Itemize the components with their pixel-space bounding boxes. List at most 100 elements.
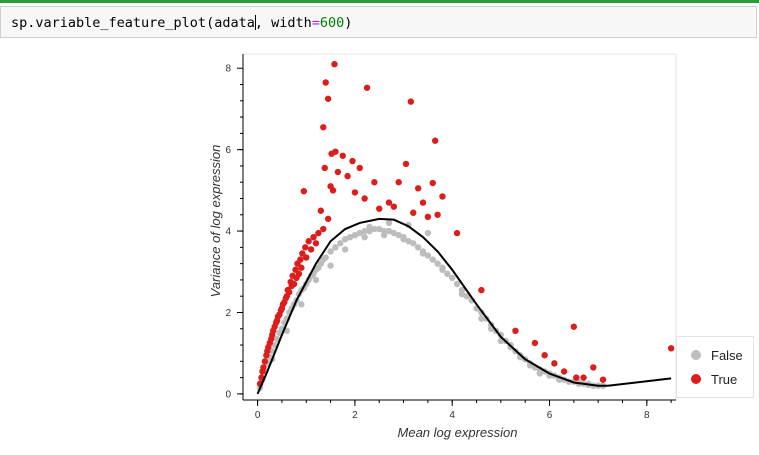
point-true (551, 360, 558, 367)
point-false (478, 315, 485, 322)
y-tick-label: 6 (225, 145, 231, 156)
point-true (590, 364, 597, 371)
point-false (327, 262, 334, 269)
y-tick-label: 2 (225, 308, 231, 319)
text-cursor (254, 15, 256, 30)
point-false (414, 244, 422, 251)
point-true (312, 240, 320, 247)
point-true (320, 225, 327, 233)
legend-item-true: True (691, 370, 737, 388)
code-input[interactable]: sp.variable_feature_plot(adata, width=60… (11, 15, 352, 31)
point-true (297, 256, 304, 263)
point-false (458, 290, 466, 298)
point-false (439, 266, 446, 273)
point-true (272, 319, 280, 326)
point-false (371, 225, 378, 233)
x-tick-label: 2 (352, 410, 358, 421)
point-true (287, 278, 294, 286)
point-false (327, 248, 334, 255)
point-true (560, 368, 568, 375)
point-true (419, 199, 427, 206)
point-true (282, 295, 290, 302)
point-true (324, 215, 332, 223)
point-true (289, 272, 296, 280)
point-true (334, 168, 342, 176)
point-false (405, 238, 412, 245)
point-true (303, 254, 310, 261)
point-true (541, 352, 548, 359)
code-mid: , width (254, 15, 312, 31)
code-suffix: ) (344, 15, 353, 31)
plot-frame (242, 53, 677, 401)
point-true (439, 193, 446, 200)
point-false (449, 274, 456, 282)
point-true (371, 179, 378, 186)
x-axis-label: Mean log expression (398, 425, 518, 440)
point-true (351, 189, 359, 196)
x-tick-label: 8 (644, 410, 650, 421)
point-false (356, 229, 363, 237)
point-true (265, 343, 272, 351)
point-true (328, 150, 335, 157)
point-false (444, 270, 451, 278)
point-true (269, 327, 277, 334)
point-false (419, 250, 427, 257)
point-false (385, 227, 393, 235)
point-false (351, 231, 359, 239)
point-true (261, 358, 269, 365)
point-false (463, 293, 470, 300)
point-true (331, 60, 338, 68)
point-true (429, 179, 436, 187)
point-true (410, 209, 417, 216)
point-true (268, 335, 275, 343)
point-true (376, 205, 383, 212)
point-true (390, 203, 398, 210)
point-true (339, 152, 346, 159)
point-true (570, 323, 578, 330)
point-false (366, 223, 373, 231)
point-true (580, 374, 587, 381)
legend-label-true: True (711, 371, 738, 387)
point-true (402, 160, 410, 168)
point-true (573, 374, 580, 381)
point-true (599, 376, 607, 383)
point-true (407, 98, 415, 105)
point-true (434, 211, 441, 218)
point-true (310, 233, 317, 241)
point-false (312, 276, 320, 284)
point-true (279, 301, 287, 308)
scatter-chart: 0 2 4 6 8 0 2 4 6 8 Mean log expression Variance of… (208, 53, 677, 440)
point-true (260, 364, 267, 371)
x-tick-label: 4 (449, 410, 455, 421)
point-false (298, 301, 305, 308)
point-true (322, 79, 329, 86)
code-cell[interactable]: sp.variable_feature_plot(adata, width=60… (0, 6, 757, 38)
point-true (277, 307, 285, 314)
x-tick-label: 6 (547, 410, 553, 421)
point-false (332, 244, 339, 251)
point-false (453, 280, 461, 288)
point-false (395, 231, 402, 239)
point-true (299, 250, 306, 257)
y-tick-label: 0 (225, 389, 231, 400)
point-true (356, 164, 363, 172)
point-true (292, 266, 299, 273)
point-false (390, 229, 398, 237)
point-false (341, 236, 349, 243)
point-true (512, 327, 519, 334)
point-true (263, 352, 270, 359)
point-true (363, 84, 371, 91)
point-false (380, 231, 388, 239)
point-false (322, 254, 329, 261)
point-true (317, 207, 325, 214)
cell-top-border (0, 0, 759, 3)
point-false (424, 229, 432, 237)
point-true (395, 179, 402, 186)
point-false (424, 252, 432, 259)
point-true (300, 187, 308, 195)
point-true (307, 246, 315, 253)
legend: False True (676, 336, 754, 398)
point-true (424, 213, 432, 221)
point-false (376, 225, 383, 233)
legend-label-false: False (711, 347, 743, 363)
